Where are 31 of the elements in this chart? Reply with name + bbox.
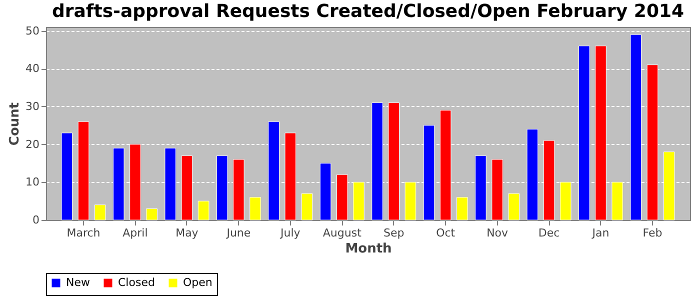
- bar: [508, 193, 520, 220]
- legend-label: Open: [183, 276, 212, 289]
- x-tick-label: August: [322, 226, 362, 240]
- legend-label: New: [66, 276, 90, 289]
- y-axis-title: Count: [8, 102, 23, 146]
- x-tick-label: June: [226, 226, 251, 240]
- y-tick-label: 20: [26, 138, 40, 151]
- y-tick-label: 30: [26, 100, 40, 113]
- x-tick-label: Dec: [538, 226, 560, 240]
- x-tick-label: Nov: [486, 226, 509, 240]
- bar: [94, 204, 106, 220]
- x-axis-title: Month: [345, 242, 392, 256]
- bar: [198, 200, 210, 220]
- bar: [456, 197, 468, 220]
- y-tick-label: 50: [26, 24, 40, 38]
- x-tick-label: July: [280, 226, 301, 240]
- x-tick-label: April: [122, 226, 148, 240]
- x-tick-label: March: [66, 226, 100, 240]
- bar: [250, 197, 261, 220]
- x-tick-label: Feb: [642, 226, 662, 240]
- y-tick-label: 10: [26, 176, 40, 189]
- y-tick-label: 0: [32, 214, 40, 226]
- chart-title: drafts-approval Requests Created/Closed/Open February 2014: [52, 0, 684, 22]
- bar: [146, 208, 158, 220]
- x-tick-label: Sep: [383, 226, 404, 240]
- y-tick-label: 40: [26, 62, 40, 76]
- legend-label: Closed: [118, 276, 155, 289]
- x-tick-label: May: [176, 226, 199, 240]
- x-tick-label: Jan: [591, 226, 610, 240]
- bar: [301, 193, 313, 220]
- x-tick-label: Oct: [436, 226, 456, 240]
